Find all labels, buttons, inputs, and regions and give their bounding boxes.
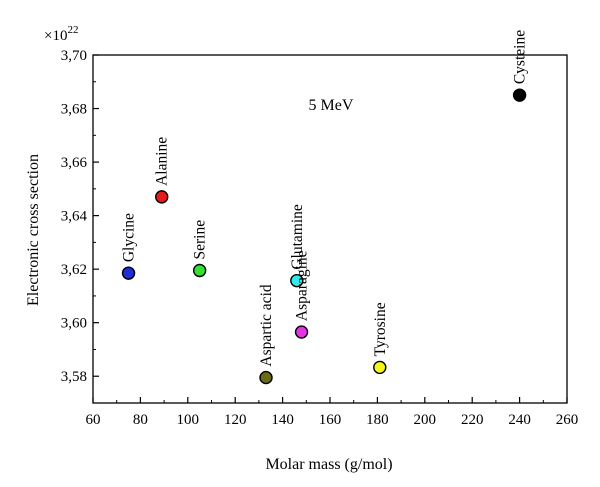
point-label-cysteine: Cysteine: [512, 30, 529, 84]
point-labels: Glycine Alanine Serine Aspartic acid Glutami…: [121, 30, 529, 367]
x-tick-label: 140: [271, 412, 294, 428]
y-tick-label: 3,62: [61, 262, 87, 278]
y-axis-multiplier-base: ×10: [44, 28, 67, 44]
energy-annotation: 5 MeV: [309, 97, 354, 114]
x-tick-label: 80: [133, 412, 148, 428]
y-axis-title: Electronic cross section: [25, 154, 42, 306]
data-point-glutamine: [290, 273, 304, 288]
data-point-cysteine: [512, 88, 527, 102]
x-tick-label: 100: [177, 412, 200, 428]
data-point-glycine: [121, 266, 136, 280]
point-label-glycine: Glycine: [121, 213, 138, 262]
point-label-alanine: Alanine: [154, 137, 171, 186]
x-tick-label: 60: [86, 412, 101, 428]
x-axis-title: Molar mass (g/mol): [265, 456, 392, 473]
x-tick-label: 220: [461, 412, 484, 428]
x-tick-label: 180: [366, 412, 389, 428]
data-point-alanine: [155, 190, 169, 204]
y-tick-label: 3,70: [61, 48, 87, 64]
y-tick-label: 3,66: [61, 155, 88, 171]
point-label-serine: Serine: [192, 220, 209, 260]
data-point-serine: [192, 263, 207, 278]
y-tick-label: 3,60: [61, 316, 87, 332]
y-axis-multiplier: ×1022: [44, 24, 78, 44]
data-points: [121, 88, 527, 385]
data-point-tyrosine: [373, 360, 387, 375]
x-tick-label: 160: [319, 412, 342, 428]
y-tick-label: 3,64: [61, 209, 88, 225]
y-axis-multiplier-exponent: 22: [67, 24, 78, 36]
x-tick-label: 200: [414, 412, 437, 428]
data-point-aspartic-acid: [259, 370, 273, 385]
point-label-aspartic-acid: Aspartic acid: [258, 284, 275, 366]
data-point-asparagine: [294, 325, 309, 339]
x-tick-label: 260: [556, 412, 579, 428]
ticks: 60 80 100 120 140 160 180 200 220 240 260 3,58 3,60 3…: [61, 48, 579, 428]
x-tick-label: 240: [508, 412, 531, 428]
y-tick-label: 3,58: [61, 369, 87, 385]
y-tick-label: 3,68: [61, 102, 87, 118]
point-label-glutamine: Glutamine: [289, 204, 306, 270]
x-tick-label: 120: [224, 412, 247, 428]
point-label-asparagine: Asparagine: [294, 250, 311, 321]
point-label-tyrosine: Tyrosine: [372, 302, 389, 356]
